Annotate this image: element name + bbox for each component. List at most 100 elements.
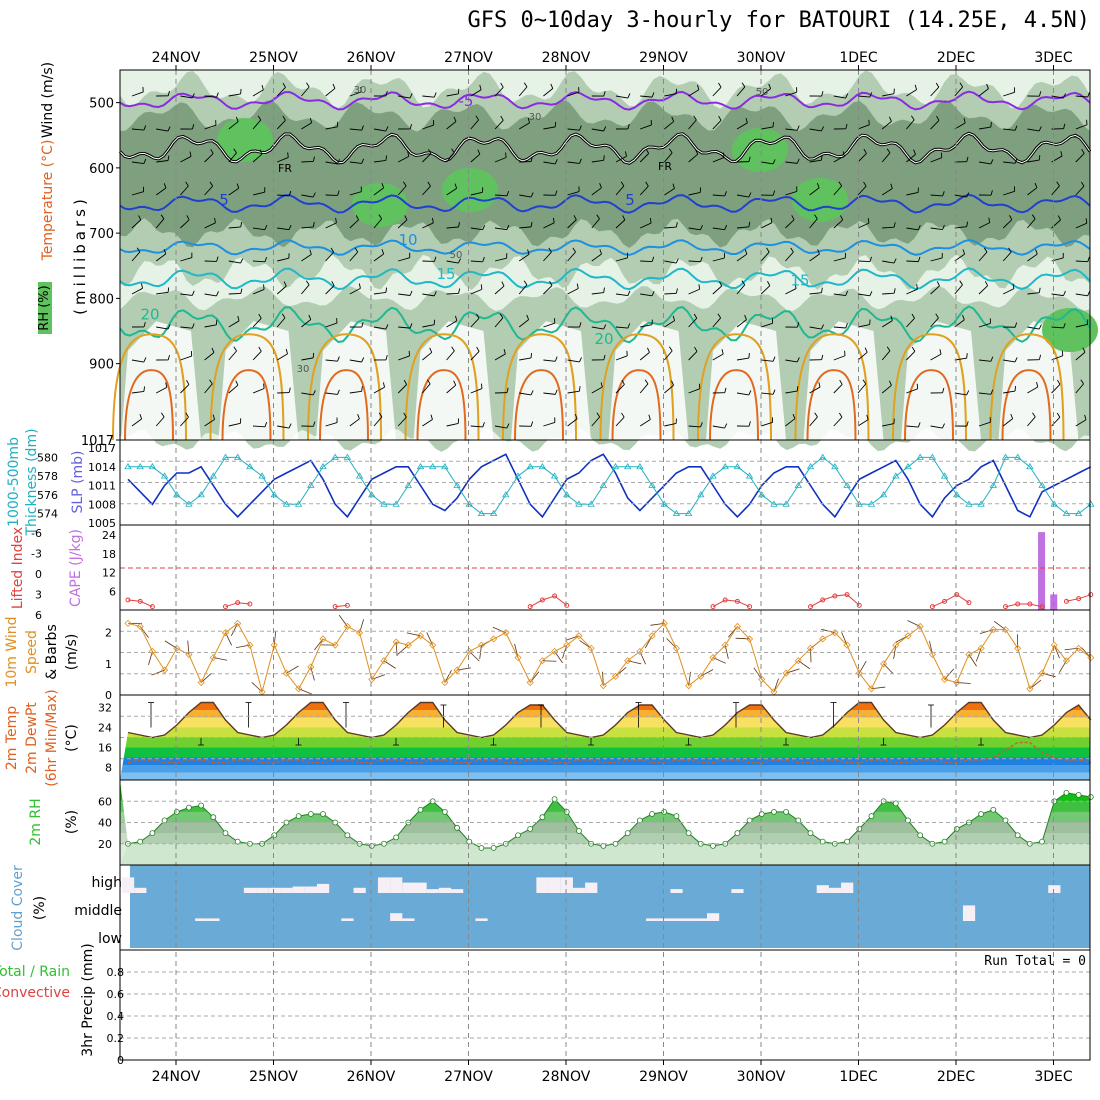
thickness-point <box>514 472 522 479</box>
cape-tick-label: 6 <box>109 585 116 598</box>
wind-barb <box>930 257 943 262</box>
wind-barb-flag <box>693 115 697 121</box>
wind-barb-flag <box>1014 125 1018 131</box>
wind-barb <box>131 251 141 262</box>
precip-axis-title: 3hr Precip (mm) <box>80 943 96 1056</box>
isotherm-minus5 <box>119 90 1091 111</box>
thickness-tick-label: 580 <box>37 451 58 464</box>
lifted-index-line <box>127 599 153 608</box>
cloud-middle-bar <box>707 913 720 921</box>
wind-barb-flag <box>554 356 558 362</box>
lifted-index-point <box>808 604 813 610</box>
wind-barb-flag <box>143 357 147 363</box>
wind-barb-flag <box>1014 357 1018 363</box>
wind-barb-flag <box>428 148 432 154</box>
wind-barb <box>373 187 384 196</box>
wind-barb <box>470 191 483 196</box>
thickness-point <box>904 462 912 470</box>
isotherm-label: 5 <box>625 191 635 209</box>
wind-barb <box>543 126 556 130</box>
date-label-top: 2DEC <box>937 50 976 66</box>
thickness-point <box>843 481 851 488</box>
wind-barb-flag <box>603 324 607 330</box>
wind-barb-flag <box>651 92 655 98</box>
wind-barb-flag <box>233 148 237 154</box>
wind-barb <box>809 187 820 196</box>
isotherm-25 <box>989 333 1065 441</box>
thickness-point <box>209 472 218 479</box>
wind-barb-flag <box>821 324 824 330</box>
rh-point <box>137 838 144 845</box>
wind-barb <box>373 386 385 394</box>
wind-barb-flag <box>603 91 606 97</box>
wind-barb-flag <box>139 414 143 420</box>
thickness-point <box>319 462 327 470</box>
wind-barb-flag <box>839 412 843 418</box>
rh-dry-column <box>608 321 689 440</box>
wind-barb <box>1003 390 1016 394</box>
wind-barb-flag <box>966 390 970 396</box>
wind-barb <box>470 89 482 97</box>
wind-barb <box>761 392 774 395</box>
wind-barb <box>978 222 990 229</box>
thickness-point <box>550 472 559 479</box>
wind-barb-flag <box>694 346 698 352</box>
wind-speed-point <box>575 632 583 640</box>
wind-speed-point <box>1001 626 1010 634</box>
wind-barb <box>954 86 963 97</box>
wind-barb <box>543 392 556 395</box>
wind-barb-flag <box>1057 379 1061 385</box>
wind-barb <box>857 222 870 229</box>
wind-barb <box>301 392 314 396</box>
cloud-high-bar <box>828 887 842 893</box>
lifted-index-tick-label: 3 <box>35 589 42 602</box>
temperature-band <box>120 772 1090 780</box>
wind-barb <box>930 86 940 97</box>
wind-speed-point <box>477 641 486 649</box>
wind-barb-flag <box>792 413 796 419</box>
cloud-middle-bar <box>658 918 671 921</box>
wind-barb-flag <box>1009 215 1013 220</box>
wind-barb <box>785 251 794 262</box>
wind-barb-flag <box>185 181 189 187</box>
wind-barb <box>1027 326 1040 330</box>
wind-barb-flag <box>385 90 388 97</box>
wind-barb-flag <box>480 383 483 389</box>
wind-barb-flag <box>645 148 650 154</box>
thickness-point <box>818 453 827 460</box>
wind-speed-point <box>916 622 924 631</box>
wind-barb-flag <box>505 152 507 158</box>
wind-barb <box>204 352 215 361</box>
wind-barb <box>276 87 286 97</box>
wind-barb <box>252 351 262 361</box>
wind-speed-point <box>197 678 205 687</box>
cloud-high-bar <box>841 882 854 893</box>
wind-barb-flag <box>482 256 485 262</box>
wind-barb-flag <box>506 191 510 197</box>
thickness-point <box>806 462 815 470</box>
wind-barb-flag <box>772 190 776 196</box>
wind-barb <box>809 218 818 229</box>
precip-tick-label: 0.2 <box>107 1032 125 1045</box>
wind-barb-flag <box>772 356 776 362</box>
wind-barb <box>422 95 435 98</box>
wind-barb-flag <box>409 290 413 296</box>
wind-barb-flag <box>1087 92 1090 98</box>
wind-barb <box>615 384 625 394</box>
thickness-tick-label: 578 <box>37 470 58 483</box>
wind-speed-point <box>672 644 681 652</box>
wind-barb <box>664 93 677 97</box>
wind-barb <box>954 226 967 229</box>
thickness-point <box>953 491 961 498</box>
thickness-point <box>1062 509 1071 517</box>
wind-axis-title-2: Speed <box>24 630 40 674</box>
wind-barb <box>422 222 434 229</box>
wind-barb <box>1051 326 1064 329</box>
wind-barb <box>228 121 239 130</box>
lifted-index-point <box>1088 592 1094 598</box>
wind-barb <box>785 128 798 131</box>
wind-barb-flag <box>337 190 340 196</box>
precip-total-label: Total / Rain <box>0 964 70 980</box>
rh-point <box>892 800 899 807</box>
wind-barb <box>809 159 822 163</box>
